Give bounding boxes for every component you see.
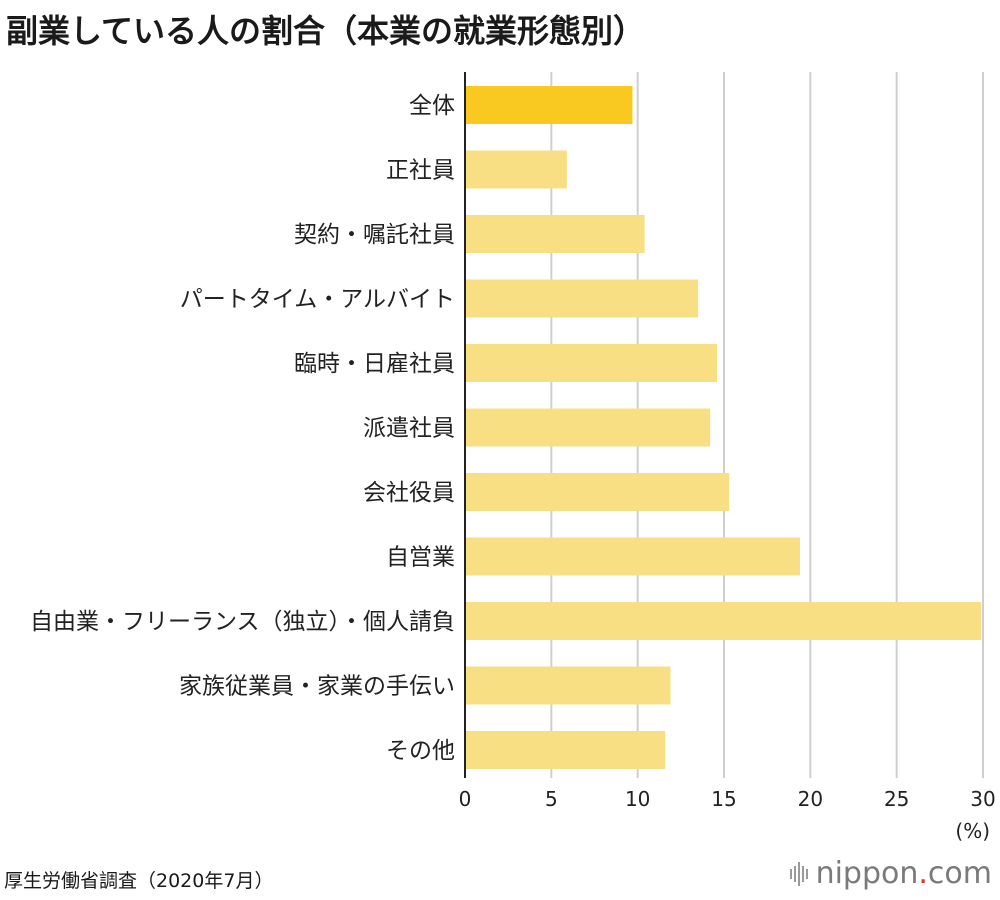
category-label: パートタイム・アルバイト — [180, 287, 455, 313]
category-label: 臨時・日雇社員 — [294, 351, 455, 377]
bar-8 — [465, 602, 982, 640]
x-tick-label: 5 — [545, 787, 558, 811]
bar-7 — [465, 537, 800, 576]
bar-5 — [465, 408, 711, 447]
category-label: 正社員 — [386, 158, 455, 184]
bar-9 — [465, 666, 671, 705]
category-label: 家族従業員・家業の手伝い — [179, 674, 455, 700]
x-axis-unit: (%) — [955, 819, 990, 843]
x-tick-label: 25 — [884, 787, 909, 811]
x-tick-label: 0 — [459, 787, 472, 811]
category-label: 会社役員 — [363, 480, 455, 506]
brand-name: nippon — [815, 856, 919, 891]
bar-4 — [465, 344, 718, 382]
x-tick-label: 20 — [798, 787, 823, 811]
category-label: 契約・嘱託社員 — [294, 222, 455, 248]
source-note: 厚生労働省調査（2020年7月） — [4, 870, 274, 892]
bar-10 — [465, 731, 666, 769]
brand-dot: . — [918, 856, 928, 891]
sound-bars-icon — [789, 861, 808, 886]
category-label: 派遣社員 — [363, 416, 455, 442]
category-label: 自営業 — [386, 545, 455, 571]
bar-3 — [465, 279, 699, 318]
x-tick-label: 15 — [711, 787, 736, 811]
bar-0 — [465, 86, 633, 124]
category-label: 自由業・フリーランス（独立）・個人請負 — [30, 609, 455, 635]
category-label: その他 — [386, 738, 455, 764]
bar-6 — [465, 473, 730, 511]
brand-logo: nippon. com — [789, 856, 992, 891]
brand-suffix: com — [927, 856, 992, 891]
chart-title: 副業している人の割合（本業の就業形態別） — [6, 12, 646, 50]
x-tick-labels: 0 5 10 15 20 25 30 — [459, 787, 996, 811]
bars — [465, 86, 982, 769]
x-tick-label: 10 — [625, 787, 650, 811]
category-labels: 全体正社員契約・嘱託社員パートタイム・アルバイト臨時・日雇社員派遣社員会社役員自… — [30, 93, 455, 764]
x-tick-label: 30 — [970, 787, 995, 811]
bar-2 — [465, 215, 645, 253]
bar-1 — [465, 150, 567, 189]
category-label: 全体 — [409, 93, 455, 119]
